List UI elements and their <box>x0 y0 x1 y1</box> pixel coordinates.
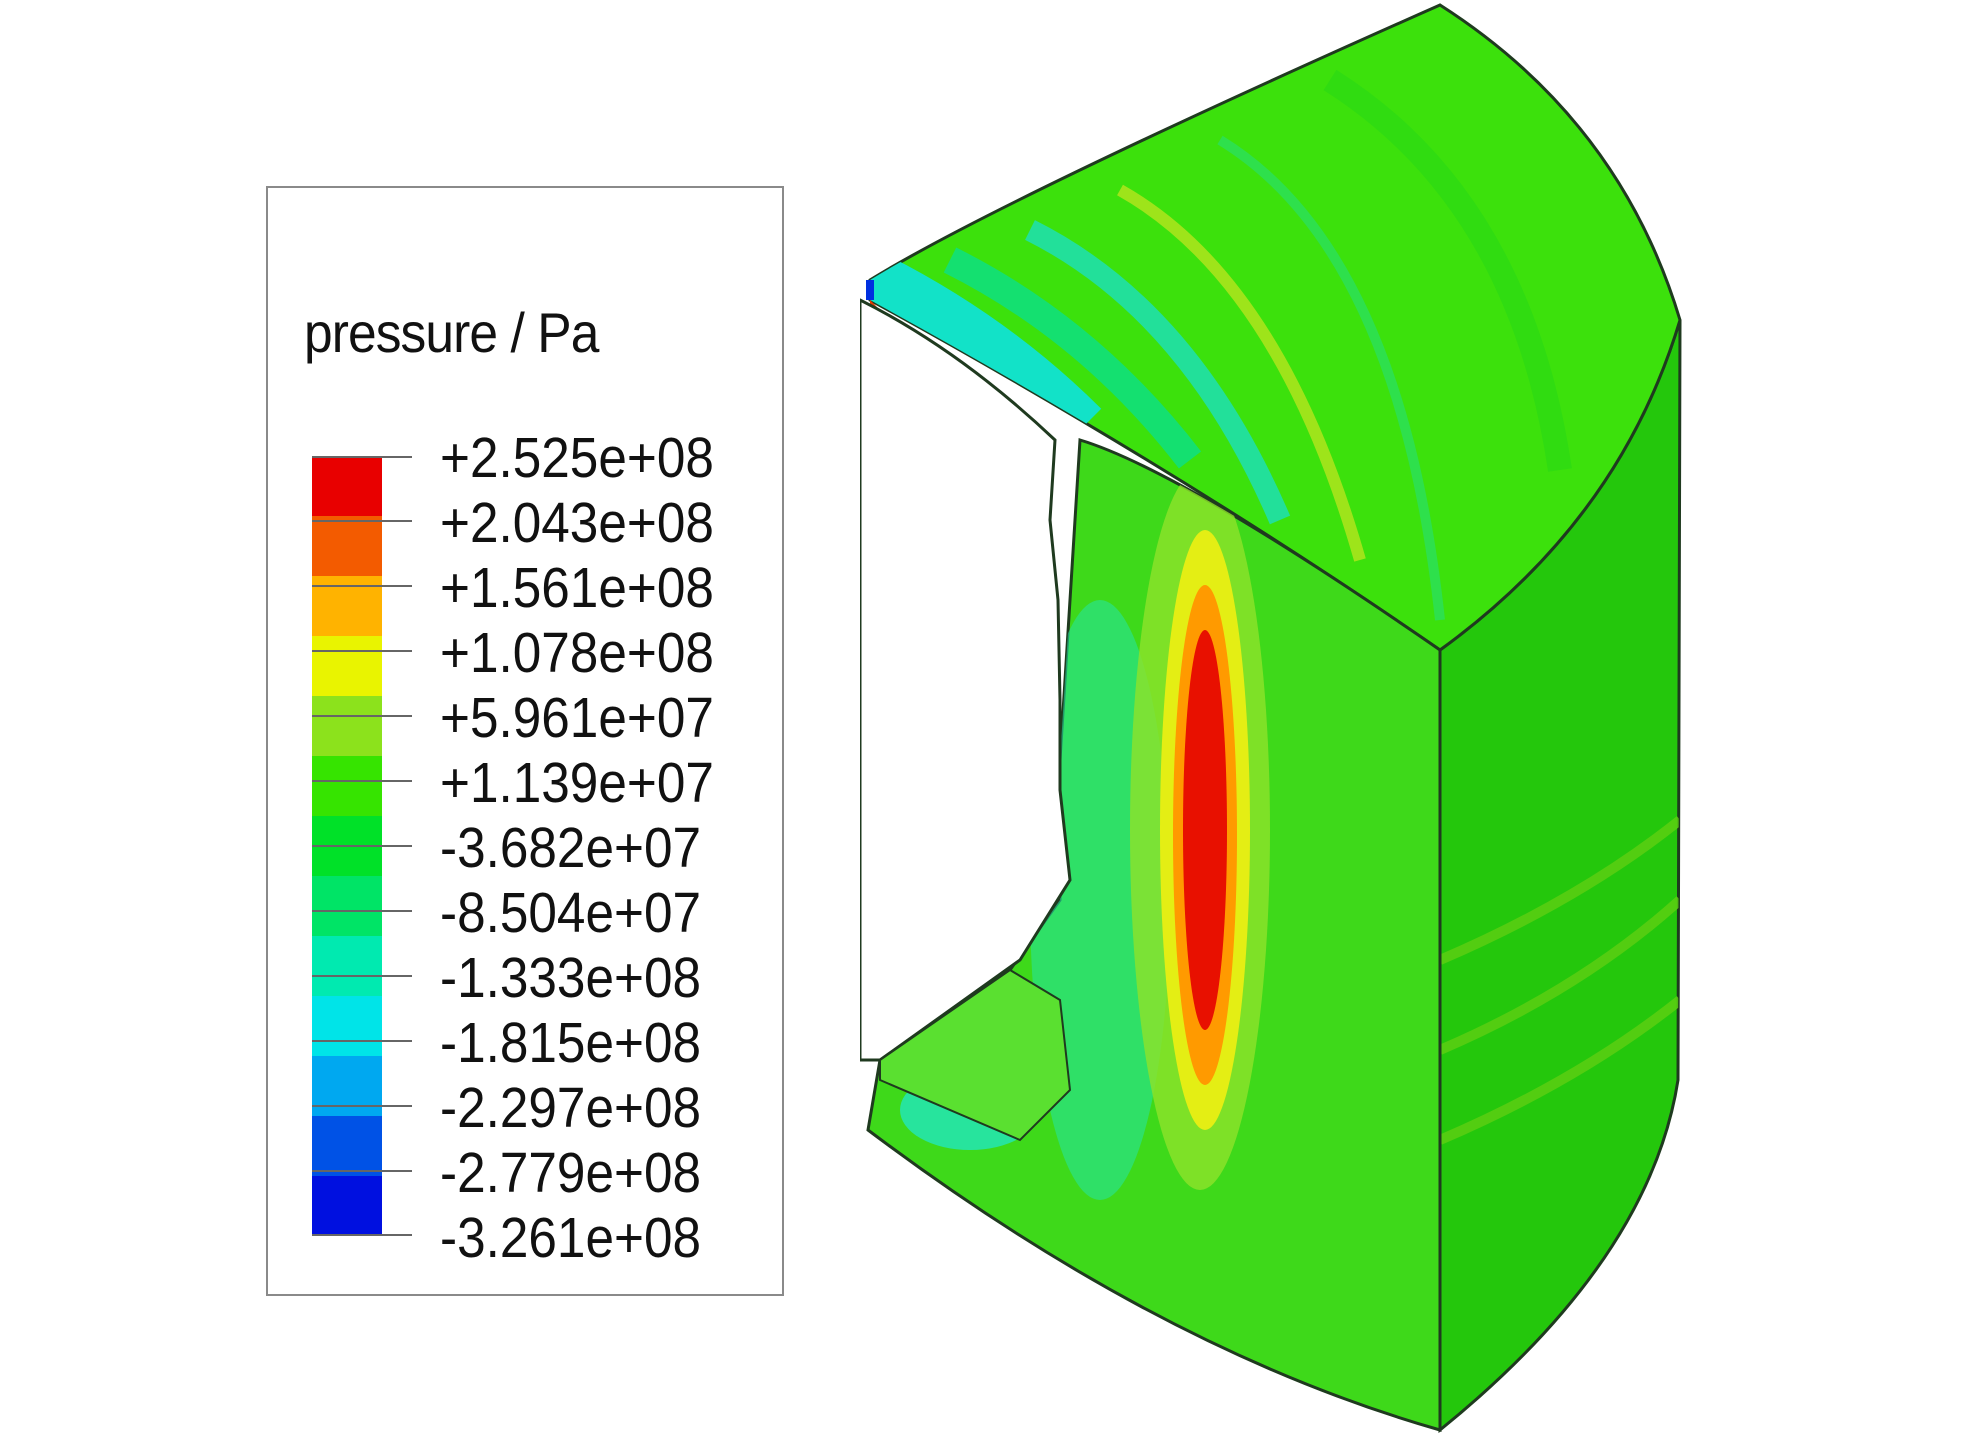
colorbar-segment <box>312 876 382 936</box>
colorbar-segment <box>312 636 382 696</box>
legend-tick-label: +1.078e+08 <box>440 621 714 685</box>
colorbar-segment <box>312 696 382 756</box>
legend-tick-label: +2.043e+08 <box>440 491 714 555</box>
colorbar-segment <box>312 756 382 816</box>
legend-tick-label: +2.525e+08 <box>440 426 714 490</box>
colorbar-segment <box>312 1116 382 1176</box>
colorbar-segment <box>312 456 382 516</box>
colorbar-segment <box>312 516 382 576</box>
legend-title: pressure / Pa <box>304 301 599 364</box>
model-lower-ledge <box>879 968 1072 1142</box>
legend-tick-label: +1.139e+07 <box>440 751 714 815</box>
legend-tick-label: -3.261e+08 <box>440 1206 702 1270</box>
legend-tick-label: -2.297e+08 <box>440 1076 702 1140</box>
legend-tick-label: +1.561e+08 <box>440 556 714 620</box>
colorbar-segment <box>312 996 382 1056</box>
color-scale-bar <box>312 456 412 1236</box>
model-top-face <box>868 3 1682 652</box>
colorbar-segment <box>312 936 382 996</box>
legend-tick-label: -1.815e+08 <box>440 1011 702 1075</box>
legend-tick-label: -2.779e+08 <box>440 1141 702 1205</box>
colorbar-segment <box>312 1176 382 1236</box>
legend-tick-label: -8.504e+07 <box>440 881 702 945</box>
legend-tick-label: -3.682e+07 <box>440 816 702 880</box>
legend-tick-label: +5.961e+07 <box>440 686 714 750</box>
fem-pressure-contour-model <box>860 3 1682 1434</box>
legend-tick-label: -1.333e+08 <box>440 946 702 1010</box>
model-hole-cutout <box>860 298 1072 1062</box>
